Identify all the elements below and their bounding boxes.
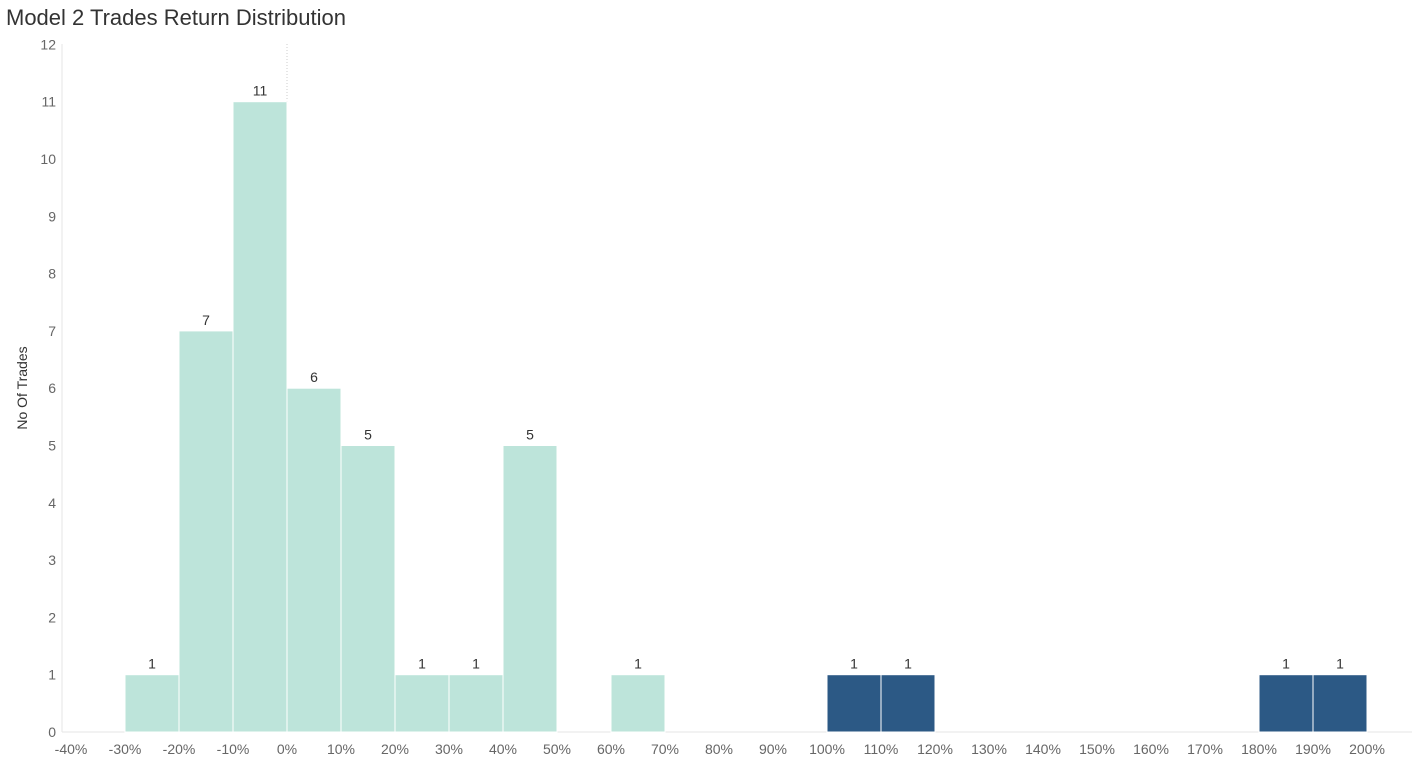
bar-value-label: 1 — [472, 656, 480, 672]
histogram-bar — [502, 445, 558, 733]
x-tick-label: 150% — [1079, 741, 1115, 757]
y-tick-label: 1 — [48, 667, 56, 683]
x-tick-label: 20% — [381, 741, 409, 757]
x-tick-label: -20% — [163, 741, 196, 757]
x-tick-label: 90% — [759, 741, 787, 757]
x-tick-label: -10% — [217, 741, 250, 757]
bar-value-label: 1 — [418, 656, 426, 672]
x-tick-label: -40% — [55, 741, 88, 757]
x-tick-label: 60% — [597, 741, 625, 757]
y-tick-label: 4 — [48, 495, 56, 511]
histogram-bar — [178, 330, 234, 733]
histogram-bar — [1312, 674, 1368, 733]
bar-value-label: 1 — [850, 656, 858, 672]
bar-value-label: 11 — [253, 83, 268, 99]
y-tick-label: 12 — [40, 36, 56, 52]
x-axis-ticks: -40% -30% -20% -10% 0% 10% 20% 30% 40% 50% 60% 70% 8… — [55, 741, 1385, 757]
y-tick-label: 2 — [48, 609, 56, 625]
y-tick-label: 11 — [41, 94, 56, 110]
bar-value-label: 1 — [904, 656, 912, 672]
histogram-bar — [448, 674, 504, 733]
x-tick-label: 10% — [327, 741, 355, 757]
bar-value-label: 1 — [1336, 656, 1344, 672]
y-tick-label: 8 — [48, 266, 56, 282]
x-tick-label: 40% — [489, 741, 517, 757]
bar-value-label: 1 — [148, 656, 156, 672]
histogram-bar — [124, 674, 180, 733]
x-tick-label: 130% — [971, 741, 1007, 757]
histogram-bar — [394, 674, 450, 733]
x-tick-label: 80% — [705, 741, 733, 757]
histogram-bar — [826, 674, 882, 733]
bar-value-label: 5 — [364, 427, 372, 443]
x-tick-label: -30% — [109, 741, 142, 757]
histogram-bar — [340, 445, 396, 733]
x-tick-label: 170% — [1187, 741, 1223, 757]
bar-value-label: 1 — [1282, 656, 1290, 672]
y-tick-label: 7 — [48, 323, 56, 339]
histogram-bar — [610, 674, 666, 733]
y-tick-label: 0 — [48, 724, 56, 740]
x-tick-label: 180% — [1241, 741, 1277, 757]
histogram-bar — [232, 101, 288, 733]
x-tick-label: 100% — [809, 741, 845, 757]
y-axis-title: No Of Trades — [14, 346, 30, 429]
y-tick-label: 3 — [48, 552, 56, 568]
x-tick-label: 0% — [277, 741, 297, 757]
bar-value-label: 5 — [526, 427, 534, 443]
bar-value-label: 1 — [634, 656, 642, 672]
histogram-bar — [880, 674, 936, 733]
bar-value-label: 6 — [310, 369, 318, 385]
x-tick-label: 160% — [1133, 741, 1169, 757]
bar-value-label: 7 — [202, 312, 210, 328]
y-tick-label: 5 — [48, 438, 56, 454]
histogram-bar — [286, 387, 342, 733]
x-tick-label: 140% — [1025, 741, 1061, 757]
y-tick-label: 6 — [48, 380, 56, 396]
y-tick-label: 9 — [48, 208, 56, 224]
histogram-bar — [1258, 674, 1314, 733]
x-tick-label: 50% — [543, 741, 571, 757]
x-tick-label: 120% — [917, 741, 953, 757]
x-tick-label: 110% — [864, 741, 899, 757]
x-tick-label: 200% — [1349, 741, 1385, 757]
y-tick-label: 10 — [40, 151, 56, 167]
x-tick-label: 190% — [1295, 741, 1331, 757]
x-tick-label: 30% — [435, 741, 463, 757]
x-tick-label: 70% — [651, 741, 679, 757]
chart-title: Model 2 Trades Return Distribution — [6, 5, 346, 30]
bars — [124, 101, 1368, 733]
